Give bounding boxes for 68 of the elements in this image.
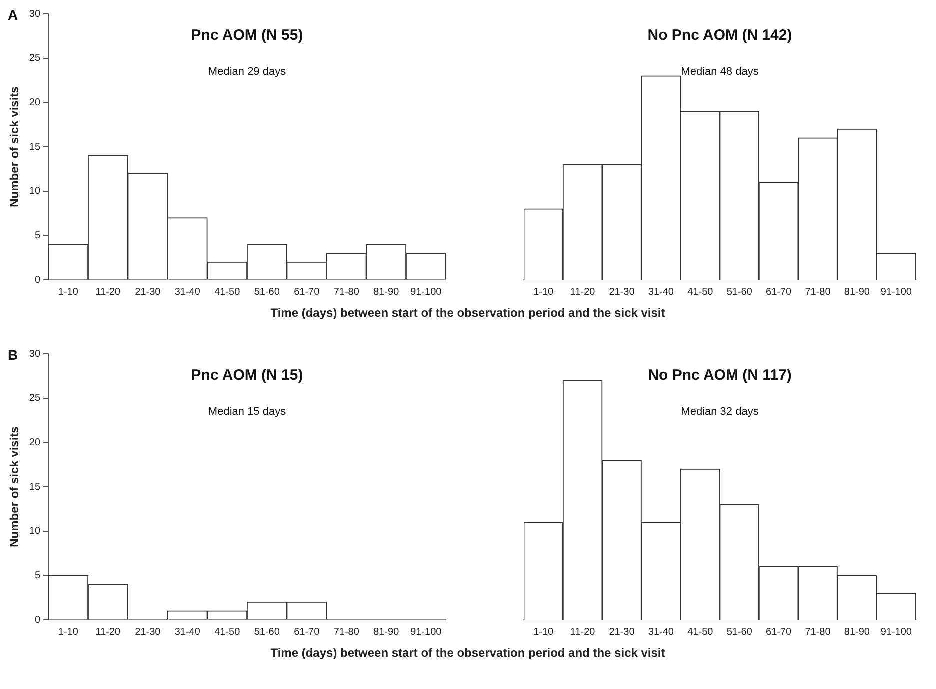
y-axis-title: Number of sick visits	[8, 426, 22, 548]
x-tick-label: 41-50	[214, 626, 241, 638]
x-tick-label: 11-20	[570, 626, 596, 638]
y-tick-label: 30	[29, 8, 41, 20]
y-tick-label: 25	[29, 393, 41, 404]
x-tick-label: 81-90	[844, 286, 870, 298]
x-tick-label: 1-10	[534, 626, 554, 638]
y-tick-label: 20	[29, 97, 41, 108]
x-tick-label: 1-10	[58, 626, 79, 638]
x-tick-label: 31-40	[648, 626, 674, 638]
y-tick-label: 15	[29, 482, 41, 493]
x-tick-label: 71-80	[334, 626, 360, 638]
y-axis-title: Number of sick visits	[8, 86, 22, 208]
y-tick-label: 0	[34, 614, 41, 626]
annotation: Median 32 days	[681, 406, 760, 418]
x-tick-label: 1-10	[534, 286, 554, 298]
x-tick-label: 21-30	[609, 286, 636, 298]
x-tick-label: 21-30	[609, 626, 636, 638]
text: A	[8, 6, 18, 23]
x-tick-label: 51-60	[726, 286, 753, 298]
x-tick-label: 11-20	[96, 626, 121, 638]
text: Pnc AOM (N 15)	[191, 367, 304, 384]
x-tick-label: 61-70	[766, 286, 792, 298]
x-tick-label: 91-100	[880, 286, 912, 298]
text: No Pnc AOM (N 142)	[648, 27, 792, 44]
annotation: Median 15 days	[208, 406, 287, 418]
x-tick-label: 1-10	[58, 286, 79, 298]
y-tick-label: 20	[29, 437, 41, 448]
x-tick-label: 81-90	[374, 286, 400, 298]
y-tick-label: 10	[29, 186, 41, 198]
y-tick-label: 30	[29, 348, 41, 360]
y-tick-label: 5	[34, 570, 41, 582]
y-tick-label: 10	[29, 526, 41, 538]
x-tick-label: 51-60	[254, 286, 280, 298]
x-tick-label: 61-70	[766, 626, 792, 638]
y-tick-label: 0	[34, 274, 41, 286]
x-tick-label: 11-20	[96, 286, 121, 298]
x-axis-title: Time (days) between start of the observation period and the sick visit	[270, 306, 666, 320]
x-tick-label: 31-40	[174, 286, 201, 298]
x-tick-label: 41-50	[214, 286, 241, 298]
x-tick-label: 91-100	[410, 626, 442, 638]
x-tick-label: 71-80	[334, 286, 360, 298]
x-tick-label: 21-30	[135, 286, 162, 298]
x-tick-label: 51-60	[254, 626, 280, 638]
x-tick-label: 81-90	[374, 626, 400, 638]
x-tick-label: 91-100	[410, 286, 442, 298]
y-tick-label: 5	[34, 230, 41, 242]
x-tick-label: 31-40	[648, 286, 674, 298]
annotation: Median 48 days	[681, 66, 760, 78]
x-tick-label: 61-70	[294, 286, 320, 298]
x-tick-label: 41-50	[688, 286, 714, 298]
x-tick-label: 91-100	[880, 626, 912, 638]
x-tick-label: 51-60	[726, 626, 753, 638]
x-tick-label: 71-80	[805, 626, 832, 638]
text: No Pnc AOM (N 117)	[648, 367, 792, 384]
x-axis-title: Time (days) between start of the observation period and the sick visit	[270, 646, 666, 660]
y-tick-label: 25	[29, 53, 41, 64]
annotation: Median 29 days	[208, 66, 287, 78]
x-tick-label: 21-30	[135, 626, 162, 638]
x-tick-label: 11-20	[570, 286, 596, 298]
y-tick-label: 15	[29, 142, 41, 153]
x-tick-label: 61-70	[294, 626, 320, 638]
x-tick-label: 31-40	[174, 626, 201, 638]
x-tick-label: 81-90	[844, 626, 870, 638]
text: Pnc AOM (N 55)	[191, 27, 304, 44]
x-tick-label: 71-80	[805, 286, 832, 298]
text: B	[8, 346, 18, 363]
x-tick-label: 41-50	[688, 626, 714, 638]
